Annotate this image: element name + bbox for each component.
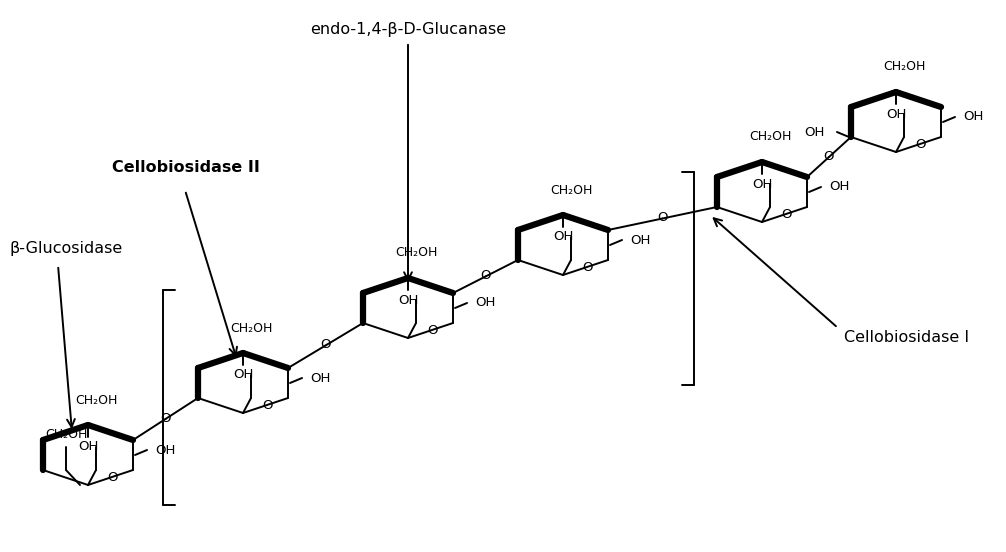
Text: CH₂OH: CH₂OH <box>550 183 593 197</box>
Text: O: O <box>782 208 792 221</box>
Text: CH₂OH: CH₂OH <box>883 61 926 73</box>
Text: OH: OH <box>805 125 825 139</box>
Text: O: O <box>480 269 491 282</box>
Text: CH₂OH: CH₂OH <box>394 247 438 259</box>
Text: O: O <box>263 399 273 412</box>
Text: O: O <box>657 211 668 224</box>
Text: OH: OH <box>963 110 984 124</box>
Text: O: O <box>428 324 438 337</box>
Text: OH: OH <box>553 231 573 243</box>
Text: OH: OH <box>630 233 651 247</box>
Text: Cellobiosidase I: Cellobiosidase I <box>844 331 969 346</box>
Text: OH: OH <box>886 108 906 120</box>
Text: OH: OH <box>475 296 495 310</box>
Text: O: O <box>160 411 171 424</box>
Text: O: O <box>108 471 118 484</box>
Text: OH: OH <box>155 443 175 457</box>
Text: O: O <box>824 150 834 162</box>
Text: OH: OH <box>751 178 773 190</box>
Text: OH: OH <box>829 181 849 194</box>
Text: CH₂OH: CH₂OH <box>229 321 273 335</box>
Text: OH: OH <box>232 369 254 381</box>
Text: O: O <box>582 261 593 274</box>
Text: endo-1,4-β-D-Glucanase: endo-1,4-β-D-Glucanase <box>310 22 506 37</box>
Text: Cellobiosidase II: Cellobiosidase II <box>112 161 260 176</box>
Text: CH₂OH: CH₂OH <box>74 394 117 406</box>
Text: CH₂OH: CH₂OH <box>45 428 88 442</box>
Text: OH: OH <box>397 294 418 306</box>
Text: O: O <box>915 138 926 151</box>
Text: OH: OH <box>77 440 99 454</box>
Text: CH₂OH: CH₂OH <box>748 130 791 144</box>
Text: O: O <box>320 338 331 351</box>
Text: OH: OH <box>310 371 330 385</box>
Text: β-Glucosidase: β-Glucosidase <box>10 241 124 256</box>
